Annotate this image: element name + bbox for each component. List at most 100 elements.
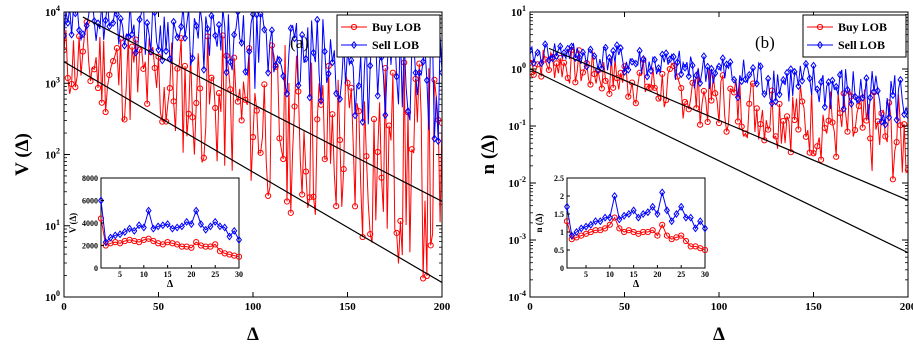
data-point-0	[765, 126, 772, 133]
data-point-1	[404, 107, 412, 116]
data-point-1	[602, 43, 609, 52]
data-point-0	[878, 110, 885, 117]
data-point-0	[678, 84, 685, 92]
inset-y-tick-label: 0	[560, 264, 564, 273]
data-point-0	[385, 122, 393, 129]
inset-y-tick-label: 8000	[82, 174, 98, 183]
inset-x-tick-label: 20	[187, 270, 195, 279]
data-point-1	[806, 74, 813, 83]
inset-data-point-0	[654, 232, 661, 239]
x-tick-label: 0	[61, 301, 67, 313]
inset-data-point-1	[193, 206, 200, 215]
data-point-1	[333, 89, 340, 98]
data-point-1	[299, 30, 306, 39]
inset-data-point-1	[701, 224, 709, 233]
data-point-0	[128, 43, 136, 50]
inset-data-point-0	[601, 225, 609, 232]
data-point-1	[99, 0, 104, 6]
fit-line-0	[530, 68, 908, 254]
y-tick-label: 104	[45, 4, 60, 19]
data-point-1	[359, 117, 366, 126]
data-point-0	[564, 74, 571, 82]
data-point-0	[723, 128, 730, 135]
inset-x-tick-label: 30	[701, 270, 709, 279]
data-point-0	[87, 77, 94, 85]
data-point-1	[893, 115, 900, 124]
data-point-1	[727, 58, 734, 67]
data-point-0	[893, 139, 900, 146]
inset-x-axis-label: Δ	[167, 279, 174, 290]
data-point-1	[393, 72, 400, 81]
series-line-0	[530, 48, 908, 180]
data-point-1	[188, 12, 190, 13]
inset-data-point-1	[140, 223, 147, 232]
data-point-1	[840, 104, 847, 113]
data-point-1	[141, 0, 146, 5]
legend-swatch-marker	[350, 23, 358, 31]
data-point-0	[189, 114, 196, 121]
inset-y-axis-label: n (Δ)	[534, 214, 544, 233]
inset-x-tick-label: 30	[235, 270, 243, 279]
data-point-1	[348, 56, 355, 65]
data-point-1	[719, 54, 726, 63]
inset-data-point-1	[630, 206, 637, 215]
y-tick-label: 103	[45, 75, 60, 90]
data-point-0	[806, 149, 813, 156]
data-point-1	[746, 70, 753, 79]
data-point-1	[904, 111, 908, 120]
inset-data-point-1	[687, 213, 694, 222]
inset-y-tick-label: 0	[94, 264, 98, 273]
data-point-0	[253, 107, 260, 114]
data-point-0	[302, 168, 310, 175]
legend-swatch-marker	[816, 23, 824, 31]
data-point-1	[265, 68, 272, 77]
series-group	[530, 40, 908, 254]
data-point-1	[889, 91, 896, 100]
data-point-0	[344, 79, 351, 86]
data-point-1	[223, 68, 230, 77]
data-point-1	[814, 85, 821, 94]
data-point-0	[249, 134, 257, 141]
data-point-0	[299, 191, 306, 198]
inset-x-tick-label: 20	[653, 270, 661, 279]
data-point-0	[234, 98, 241, 105]
data-point-1	[416, 68, 423, 77]
data-point-1	[325, 69, 332, 78]
data-point-1	[200, 65, 207, 74]
data-point-0	[836, 109, 844, 117]
data-point-0	[821, 124, 828, 132]
data-point-1	[613, 41, 620, 50]
data-point-0	[166, 85, 173, 92]
data-point-1	[88, 0, 93, 2]
inset-data-point-0	[663, 232, 671, 239]
inset-data-point-0	[682, 237, 690, 245]
data-point-1	[423, 76, 430, 85]
data-point-1	[242, 67, 249, 76]
inset-y-tick-label: 0.5	[554, 246, 564, 255]
data-point-0	[882, 133, 889, 140]
y-tick-label: 100	[45, 289, 60, 304]
data-point-0	[579, 69, 587, 76]
data-point-0	[238, 117, 245, 124]
inset-data-point-1	[216, 222, 223, 231]
data-point-1	[106, 22, 113, 31]
data-point-1	[644, 72, 651, 81]
data-point-0	[287, 209, 294, 216]
inset-data-point-0	[145, 235, 152, 242]
data-point-1	[836, 70, 843, 79]
inset-data-point-1	[136, 221, 143, 230]
inset-data-point-1	[102, 238, 109, 247]
data-point-0	[280, 155, 287, 163]
legend-swatch-marker	[816, 40, 824, 50]
data-point-0	[102, 108, 109, 116]
data-point-1	[231, 30, 238, 39]
data-point-1	[663, 49, 670, 58]
inset-frame	[100, 177, 240, 269]
data-point-0	[844, 128, 851, 135]
data-point-0	[291, 103, 298, 110]
data-point-1	[753, 79, 760, 88]
data-point-0	[314, 116, 321, 123]
inset-data-point-0	[212, 241, 219, 248]
data-point-1	[697, 78, 704, 88]
